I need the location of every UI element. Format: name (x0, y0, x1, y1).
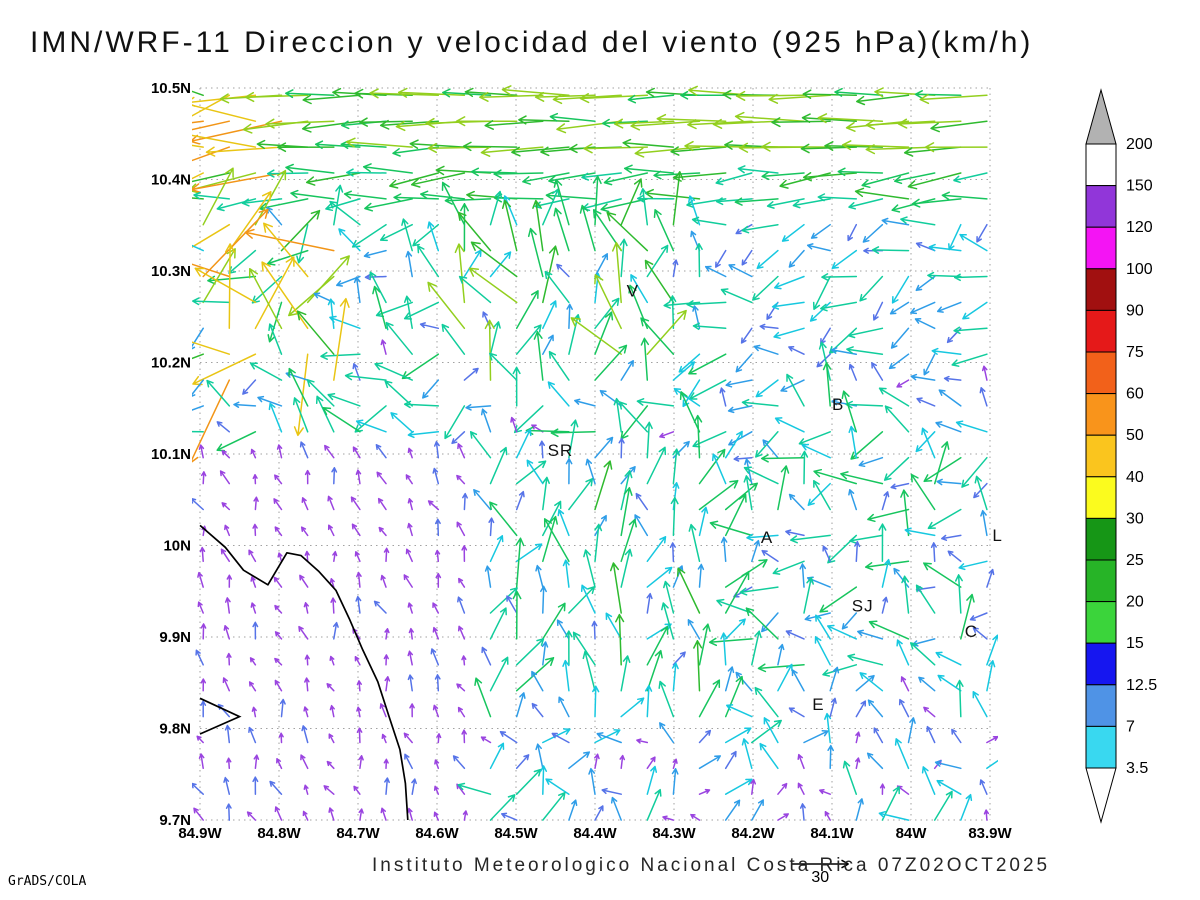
svg-text:60: 60 (1126, 386, 1144, 403)
footer-caption: Instituto Meteorologico Nacional Costa R… (372, 855, 1051, 876)
svg-text:20: 20 (1126, 594, 1144, 611)
svg-text:10.1N: 10.1N (151, 446, 191, 463)
svg-text:V: V (627, 282, 639, 301)
svg-text:84W: 84W (896, 825, 928, 842)
vector-key-arrow (792, 859, 849, 869)
svg-text:120: 120 (1126, 219, 1153, 236)
svg-text:7: 7 (1126, 718, 1135, 735)
svg-text:SR: SR (548, 441, 574, 460)
svg-text:84.7W: 84.7W (336, 825, 380, 842)
svg-text:SJ: SJ (852, 596, 874, 615)
svg-text:84.4W: 84.4W (573, 825, 617, 842)
chart-title: IMN/WRF-11 Direccion y velocidad del vie… (30, 26, 1034, 59)
svg-text:84.8W: 84.8W (257, 825, 301, 842)
svg-text:40: 40 (1126, 469, 1144, 486)
svg-text:10.3N: 10.3N (151, 263, 191, 280)
svg-text:83.9W: 83.9W (968, 825, 1012, 842)
svg-text:15: 15 (1126, 635, 1144, 652)
coastline-islet (199, 697, 242, 735)
vector-key-label: 30 (811, 869, 829, 886)
svg-text:30: 30 (1126, 510, 1144, 527)
svg-text:E: E (812, 695, 824, 714)
svg-text:9.9N: 9.9N (159, 629, 191, 646)
svg-text:10N: 10N (163, 538, 191, 555)
svg-text:B: B (832, 395, 844, 414)
svg-text:10.2N: 10.2N (151, 355, 191, 372)
svg-text:9.8N: 9.8N (159, 721, 191, 738)
svg-text:84.2W: 84.2W (731, 825, 775, 842)
svg-text:84.3W: 84.3W (652, 825, 696, 842)
svg-text:12.5: 12.5 (1126, 677, 1157, 694)
svg-text:84.1W: 84.1W (810, 825, 854, 842)
svg-text:84.5W: 84.5W (494, 825, 538, 842)
svg-text:9.7N: 9.7N (159, 812, 191, 829)
svg-text:150: 150 (1126, 178, 1153, 195)
svg-text:10.5N: 10.5N (151, 80, 191, 97)
svg-text:L: L (992, 526, 1002, 545)
coastline (199, 524, 409, 821)
svg-text:10.4N: 10.4N (151, 172, 191, 189)
svg-text:100: 100 (1126, 261, 1153, 278)
svg-text:90: 90 (1126, 302, 1144, 319)
svg-text:75: 75 (1126, 344, 1144, 361)
svg-text:200: 200 (1126, 136, 1153, 153)
svg-text:84.6W: 84.6W (415, 825, 459, 842)
svg-text:84.9W: 84.9W (178, 825, 222, 842)
svg-text:3.5: 3.5 (1126, 760, 1148, 777)
svg-text:25: 25 (1126, 552, 1144, 569)
svg-text:50: 50 (1126, 427, 1144, 444)
svg-text:C: C (965, 622, 978, 641)
svg-text:A: A (761, 528, 773, 547)
grads-credit: GrADS/COLA (8, 874, 87, 889)
